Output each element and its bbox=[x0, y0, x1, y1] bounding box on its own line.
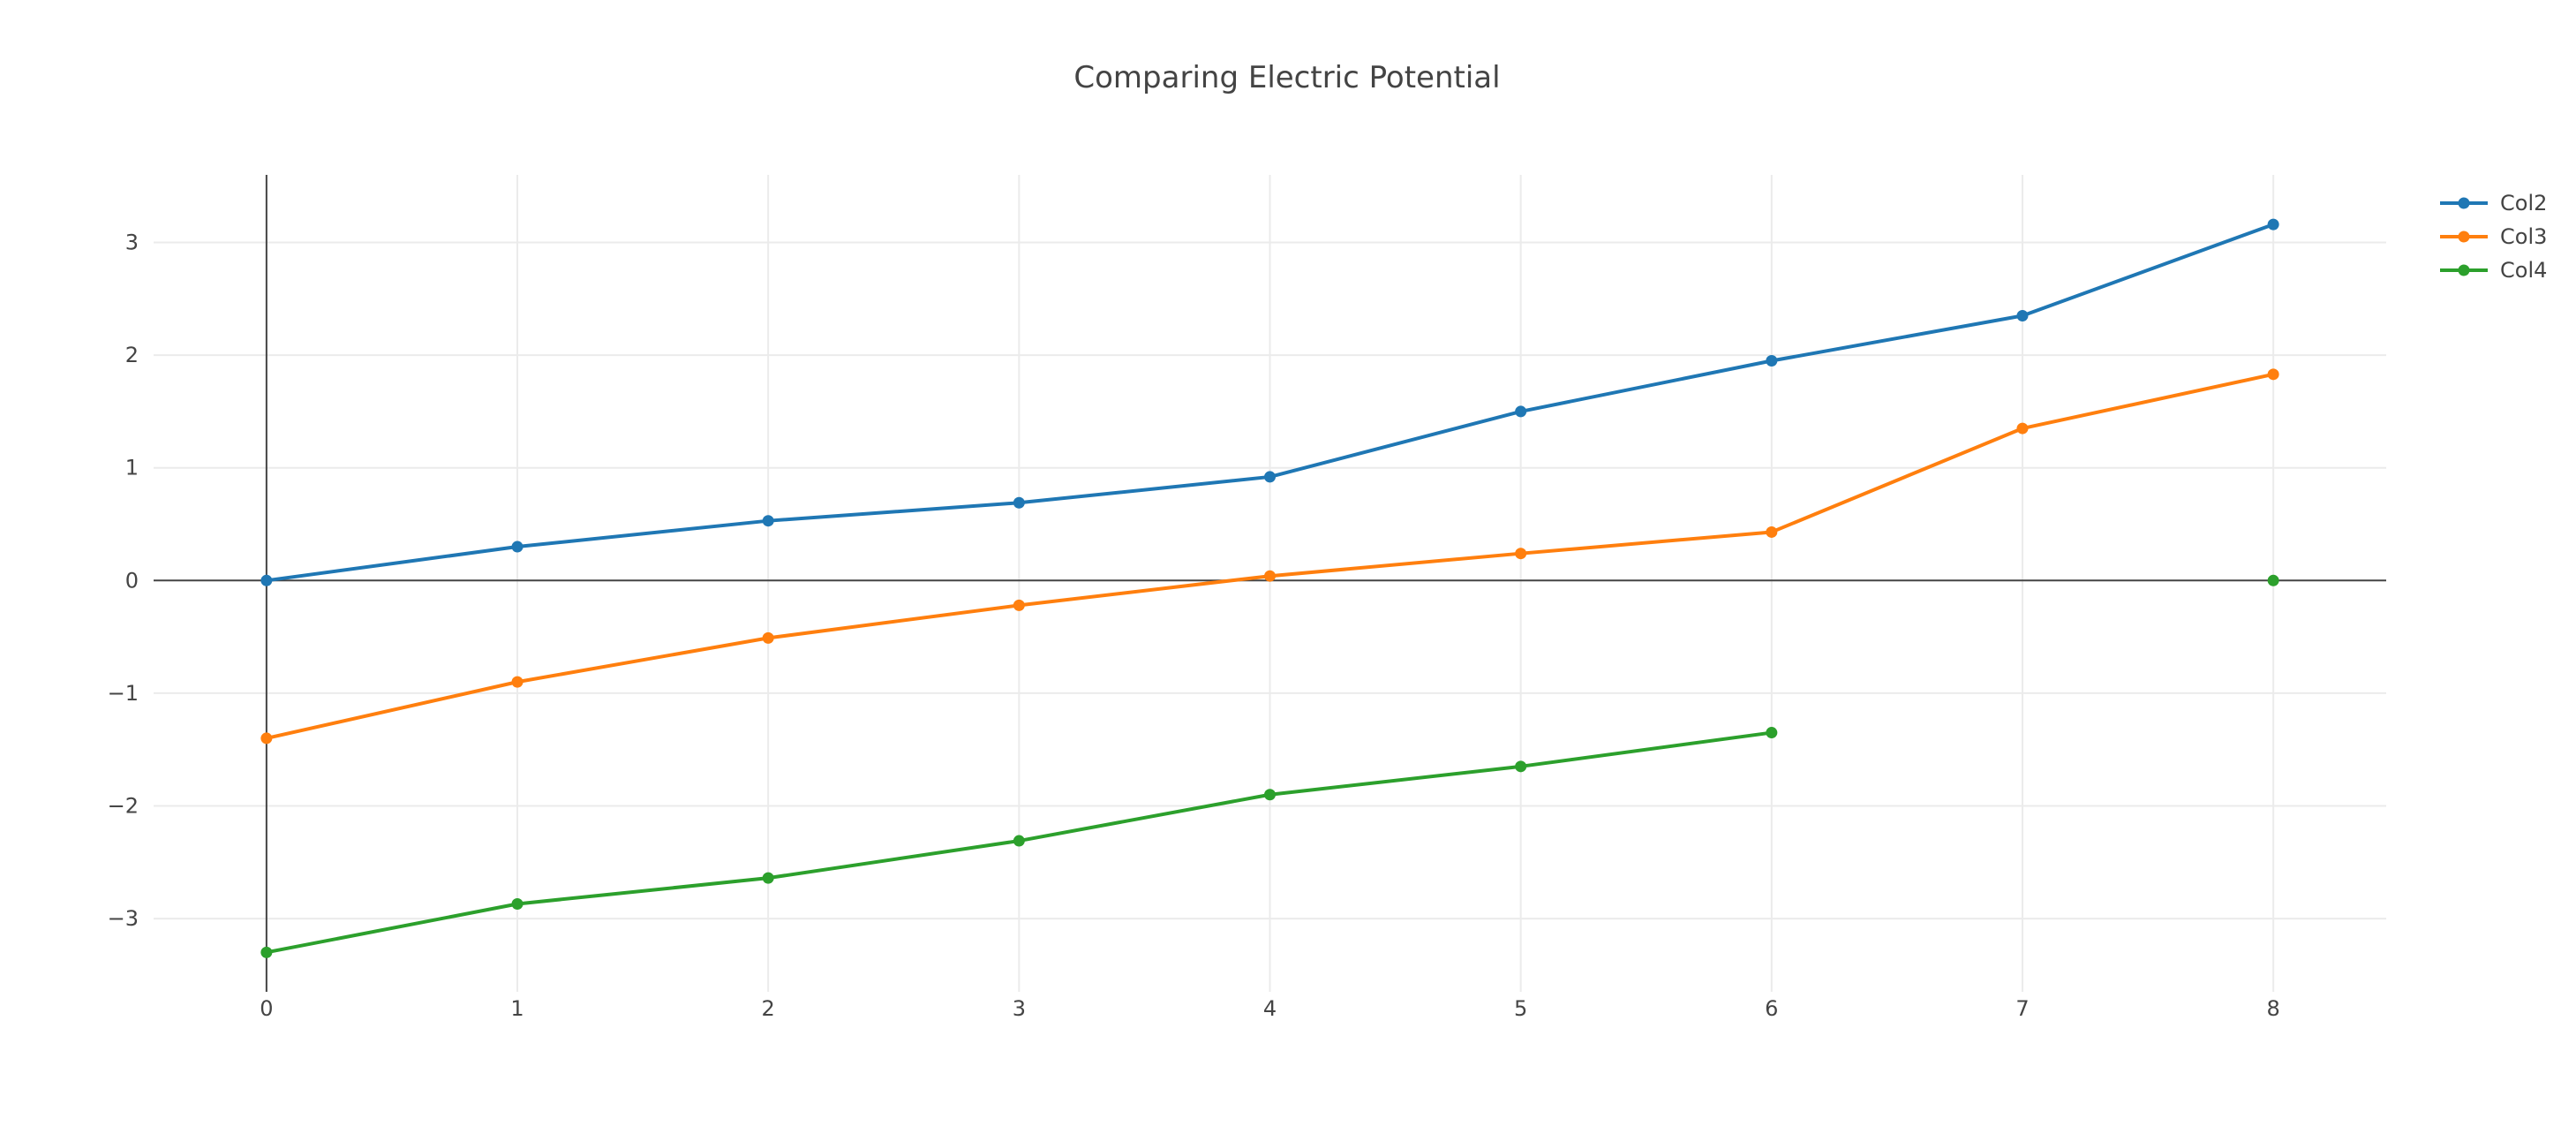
y-tick-label: 0 bbox=[125, 568, 139, 593]
x-tick-label: 1 bbox=[510, 996, 523, 1021]
data-point[interactable] bbox=[1013, 599, 1025, 611]
data-point[interactable] bbox=[2016, 309, 2029, 321]
data-point[interactable] bbox=[1766, 727, 1778, 739]
x-tick-label: 7 bbox=[2015, 996, 2029, 1021]
chart-title: Comparing Electric Potential bbox=[1073, 60, 1500, 95]
data-point[interactable] bbox=[762, 515, 774, 527]
grid bbox=[154, 175, 2386, 992]
data-point[interactable] bbox=[260, 946, 273, 958]
data-point[interactable] bbox=[260, 732, 273, 745]
legend-marker-swatch bbox=[2458, 264, 2470, 276]
data-point[interactable] bbox=[1013, 835, 1025, 847]
data-point[interactable] bbox=[1766, 355, 1778, 367]
x-tick-label: 2 bbox=[762, 996, 775, 1021]
x-tick-label: 3 bbox=[1013, 996, 1026, 1021]
series-col2 bbox=[260, 218, 2279, 586]
legend[interactable]: Col2 Col3 Col4 bbox=[2440, 191, 2547, 283]
data-point[interactable] bbox=[1264, 471, 1276, 483]
series-col4 bbox=[260, 574, 2279, 958]
data-point[interactable] bbox=[2016, 422, 2029, 435]
y-tick-label: 3 bbox=[125, 231, 139, 255]
series-layer bbox=[260, 218, 2279, 958]
data-point[interactable] bbox=[2267, 218, 2279, 231]
y-tick-label: −3 bbox=[108, 906, 139, 931]
x-tick-label: 8 bbox=[2266, 996, 2279, 1021]
y-tick-label: 1 bbox=[125, 456, 139, 480]
legend-marker-swatch bbox=[2458, 231, 2470, 243]
data-point[interactable] bbox=[511, 897, 523, 910]
data-point[interactable] bbox=[260, 574, 273, 586]
y-tick-label: −1 bbox=[108, 681, 139, 706]
data-point[interactable] bbox=[1264, 570, 1276, 582]
data-point[interactable] bbox=[511, 541, 523, 553]
y-tick-label: 2 bbox=[125, 343, 139, 367]
tick-labels: 0 1 2 3 4 5 6 7 8 −3 −2 −1 0 1 2 3 bbox=[108, 231, 2280, 1021]
legend-label: Col3 bbox=[2500, 224, 2547, 249]
data-point[interactable] bbox=[762, 631, 774, 644]
x-tick-label: 5 bbox=[1514, 996, 1527, 1021]
x-tick-label: 0 bbox=[260, 996, 273, 1021]
legend-label: Col2 bbox=[2500, 191, 2547, 215]
data-point[interactable] bbox=[1515, 548, 1527, 560]
data-point[interactable] bbox=[1515, 405, 1527, 418]
legend-item-col4[interactable]: Col4 bbox=[2440, 258, 2547, 283]
legend-item-col2[interactable]: Col2 bbox=[2440, 191, 2547, 215]
legend-marker-swatch bbox=[2458, 197, 2470, 209]
x-tick-label: 4 bbox=[1263, 996, 1277, 1021]
data-point[interactable] bbox=[511, 676, 523, 688]
y-tick-label: −2 bbox=[108, 793, 139, 818]
data-point[interactable] bbox=[2267, 368, 2279, 381]
series-col3 bbox=[260, 368, 2279, 745]
legend-item-col3[interactable]: Col3 bbox=[2440, 224, 2547, 249]
x-tick-label: 6 bbox=[1765, 996, 1778, 1021]
data-point[interactable] bbox=[1013, 496, 1025, 509]
legend-label: Col4 bbox=[2500, 258, 2547, 283]
data-point[interactable] bbox=[1515, 760, 1527, 773]
data-point[interactable] bbox=[762, 872, 774, 884]
data-point[interactable] bbox=[1766, 525, 1778, 538]
data-point[interactable] bbox=[1264, 789, 1276, 801]
data-point[interactable] bbox=[2267, 574, 2279, 586]
